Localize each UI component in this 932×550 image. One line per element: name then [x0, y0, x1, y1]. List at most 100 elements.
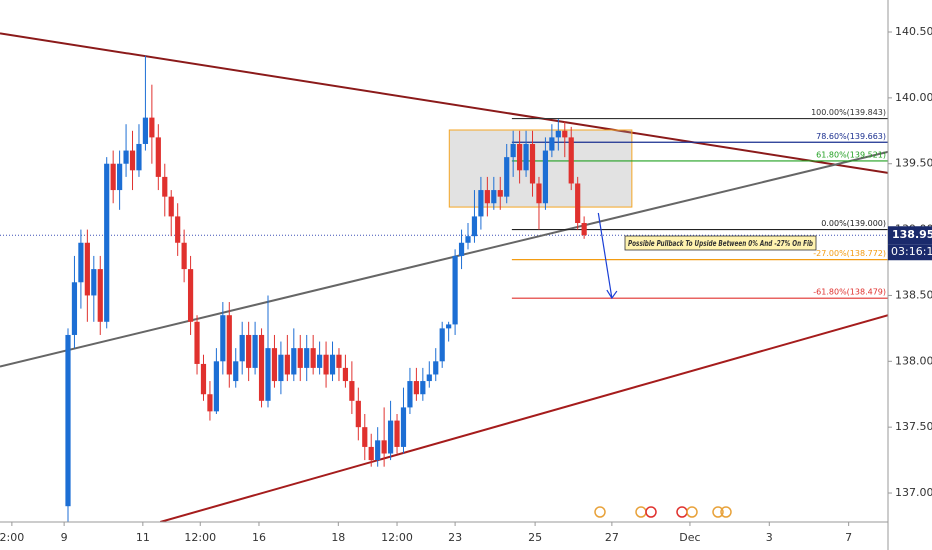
- candle-body: [426, 374, 432, 382]
- candle-body: [97, 269, 103, 322]
- last-price-box: [888, 226, 932, 245]
- x-tick-label: 23: [448, 531, 462, 544]
- candle-body: [213, 361, 219, 412]
- x-tick-label: 12:00: [184, 531, 216, 544]
- fib-label: 0.00%(139.000): [821, 219, 886, 228]
- candle-body: [239, 334, 245, 362]
- event-icons: [594, 506, 732, 518]
- candle-body: [504, 157, 510, 197]
- x-tick-label: Dec: [679, 531, 700, 544]
- trendline: [0, 32, 888, 174]
- candle-body: [65, 334, 71, 507]
- candle-body: [129, 150, 136, 171]
- candle-body: [233, 361, 239, 382]
- candle-body: [465, 236, 471, 243]
- candle-body: [310, 348, 316, 368]
- candle-body: [517, 143, 523, 171]
- candle-body: [484, 190, 490, 204]
- axes: 137.000137.500138.000138.500139.000139.5…: [0, 25, 932, 544]
- candle-body: [349, 381, 355, 401]
- candle-body: [258, 334, 265, 401]
- candle-body: [304, 348, 310, 368]
- candle-body: [420, 381, 426, 395]
- x-tick-label: 2:00: [0, 531, 24, 544]
- trendline: [159, 314, 888, 522]
- arrow: [597, 212, 613, 299]
- candle-body: [575, 183, 581, 223]
- candle-body: [252, 334, 258, 368]
- candle-body: [123, 150, 129, 164]
- candle-body: [78, 242, 84, 283]
- candle-body: [536, 183, 542, 204]
- candle-body: [226, 315, 232, 375]
- candle-body: [175, 216, 181, 243]
- candle-body: [549, 137, 555, 151]
- annotation: Possible Pullback To Upside Between 0% A…: [628, 239, 813, 248]
- fib-label: 61.80%(139.521): [816, 150, 886, 159]
- candle-body: [284, 354, 290, 375]
- arrow-head: [606, 289, 618, 300]
- candle-body: [220, 315, 226, 362]
- candle-body: [394, 420, 400, 447]
- x-tick-label: 18: [331, 531, 345, 544]
- countdown-box: [888, 244, 932, 261]
- candle-body: [291, 348, 297, 375]
- candle-body: [362, 427, 368, 447]
- candle-body: [491, 190, 497, 204]
- candle-body: [104, 163, 110, 322]
- candle-body: [110, 163, 116, 191]
- candle-body: [297, 348, 303, 368]
- candle-body: [413, 381, 419, 395]
- candle-body: [317, 354, 323, 368]
- candle-body: [581, 222, 587, 236]
- candle-body: [400, 407, 407, 447]
- candle-body: [355, 400, 361, 428]
- countdown-label: 03:16:18: [891, 245, 932, 258]
- candle-body: [149, 117, 155, 138]
- candle-body: [265, 348, 271, 401]
- annotation-box: [624, 235, 817, 251]
- candle-body: [155, 137, 161, 177]
- candle-body: [194, 321, 200, 364]
- candle-body: [162, 176, 168, 197]
- x-tick-label: 3: [766, 531, 773, 544]
- x-tick-label: 12:00: [381, 531, 413, 544]
- x-tick-label: 7: [845, 531, 852, 544]
- x-tick-label: 25: [528, 531, 542, 544]
- x-tick-label: 9: [61, 531, 68, 544]
- x-tick-label: 11: [136, 531, 150, 544]
- candle-body: [478, 190, 484, 217]
- candle-body: [278, 354, 284, 382]
- candle-body: [329, 354, 336, 375]
- candle-body: [117, 163, 123, 191]
- candle-body: [458, 242, 465, 256]
- fib-label: -27.00%(138.772): [813, 249, 886, 258]
- candle-body: [542, 150, 549, 204]
- y-tick-label: 137.000: [895, 486, 932, 499]
- candle-body: [523, 143, 529, 171]
- candle-body: [91, 269, 97, 296]
- candle-body: [142, 117, 149, 144]
- fib-label: 100.00%(139.843): [811, 108, 886, 117]
- candle-body: [375, 440, 381, 461]
- candle-body: [207, 394, 213, 412]
- plot-area: 100.00%(139.843) 78.60%(139.663) 61.80%(13…: [0, 32, 888, 522]
- candle-body: [368, 446, 374, 461]
- candle-body: [181, 242, 187, 270]
- candle-body: [200, 363, 207, 395]
- y-tick-label: 138.500: [895, 288, 932, 301]
- candle-body: [168, 196, 174, 217]
- y-tick-label: 137.500: [895, 420, 932, 433]
- candle-body: [433, 361, 439, 375]
- y-tick-label: 138.000: [895, 354, 932, 367]
- candle-body: [387, 420, 394, 454]
- candle-body: [471, 216, 478, 237]
- candle-body: [342, 367, 349, 382]
- candle-body: [555, 130, 561, 138]
- candle-body: [497, 190, 503, 197]
- candle-body: [246, 334, 252, 368]
- candle-body: [562, 130, 568, 138]
- candle-body: [529, 143, 536, 184]
- x-tick-label: 16: [252, 531, 266, 544]
